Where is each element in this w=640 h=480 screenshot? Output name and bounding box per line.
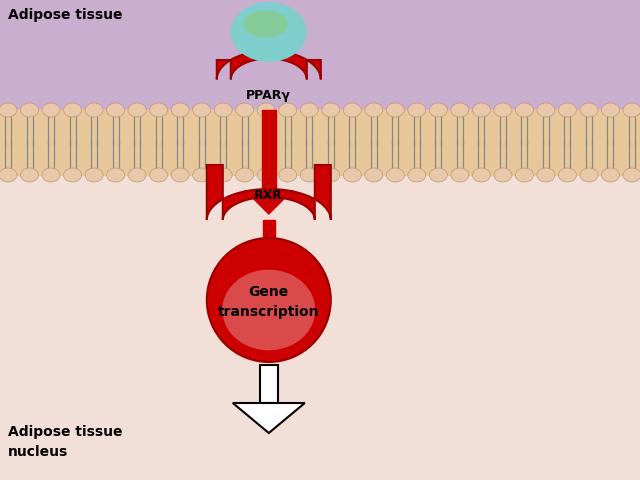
Ellipse shape <box>343 168 361 182</box>
Ellipse shape <box>559 168 577 182</box>
Ellipse shape <box>559 103 577 117</box>
Ellipse shape <box>85 168 103 182</box>
Polygon shape <box>217 51 321 79</box>
Ellipse shape <box>20 103 38 117</box>
Ellipse shape <box>193 103 211 117</box>
Ellipse shape <box>236 103 253 117</box>
Bar <box>0 0 640 110</box>
Ellipse shape <box>107 103 125 117</box>
Bar <box>263 220 275 238</box>
Ellipse shape <box>214 103 232 117</box>
Ellipse shape <box>236 168 253 182</box>
Ellipse shape <box>42 103 60 117</box>
Ellipse shape <box>63 168 81 182</box>
Ellipse shape <box>279 168 297 182</box>
Ellipse shape <box>231 2 307 62</box>
Ellipse shape <box>494 168 512 182</box>
Bar <box>0 110 640 480</box>
Text: Gene: Gene <box>249 285 289 299</box>
Ellipse shape <box>128 103 146 117</box>
Polygon shape <box>207 165 331 220</box>
Ellipse shape <box>171 103 189 117</box>
Ellipse shape <box>207 238 331 362</box>
Ellipse shape <box>515 103 533 117</box>
Ellipse shape <box>300 168 318 182</box>
Ellipse shape <box>300 103 318 117</box>
Ellipse shape <box>257 168 275 182</box>
Ellipse shape <box>42 168 60 182</box>
Ellipse shape <box>107 168 125 182</box>
Ellipse shape <box>537 103 555 117</box>
Ellipse shape <box>429 103 447 117</box>
Ellipse shape <box>537 168 555 182</box>
Polygon shape <box>233 403 305 433</box>
Ellipse shape <box>214 168 232 182</box>
Ellipse shape <box>322 168 340 182</box>
Ellipse shape <box>602 168 620 182</box>
Ellipse shape <box>0 103 17 117</box>
Ellipse shape <box>343 103 361 117</box>
Ellipse shape <box>243 11 289 37</box>
Ellipse shape <box>222 270 316 350</box>
Ellipse shape <box>365 168 383 182</box>
Ellipse shape <box>171 168 189 182</box>
Ellipse shape <box>580 168 598 182</box>
Ellipse shape <box>365 103 383 117</box>
Ellipse shape <box>0 168 17 182</box>
Ellipse shape <box>472 168 490 182</box>
Ellipse shape <box>429 168 447 182</box>
Ellipse shape <box>408 168 426 182</box>
Ellipse shape <box>451 103 469 117</box>
Ellipse shape <box>472 103 490 117</box>
Ellipse shape <box>515 168 533 182</box>
Ellipse shape <box>623 168 640 182</box>
Ellipse shape <box>322 103 340 117</box>
Ellipse shape <box>494 103 512 117</box>
Text: PPARγ: PPARγ <box>246 89 291 103</box>
Ellipse shape <box>128 168 146 182</box>
Text: Adipose tissue
nucleus: Adipose tissue nucleus <box>8 425 122 458</box>
Ellipse shape <box>602 103 620 117</box>
Ellipse shape <box>63 103 81 117</box>
Ellipse shape <box>150 103 168 117</box>
Ellipse shape <box>150 168 168 182</box>
Ellipse shape <box>20 168 38 182</box>
Text: RXR: RXR <box>254 189 284 202</box>
Bar <box>260 365 278 403</box>
Ellipse shape <box>279 103 297 117</box>
Text: Adipose tissue: Adipose tissue <box>8 8 122 22</box>
Ellipse shape <box>623 103 640 117</box>
Bar <box>262 110 276 190</box>
Ellipse shape <box>451 168 469 182</box>
Ellipse shape <box>387 168 404 182</box>
Text: transcription: transcription <box>218 305 319 319</box>
Ellipse shape <box>408 103 426 117</box>
Ellipse shape <box>580 103 598 117</box>
Ellipse shape <box>387 103 404 117</box>
Ellipse shape <box>85 103 103 117</box>
Ellipse shape <box>257 103 275 117</box>
Bar <box>0 110 640 175</box>
Polygon shape <box>244 190 294 215</box>
Ellipse shape <box>193 168 211 182</box>
